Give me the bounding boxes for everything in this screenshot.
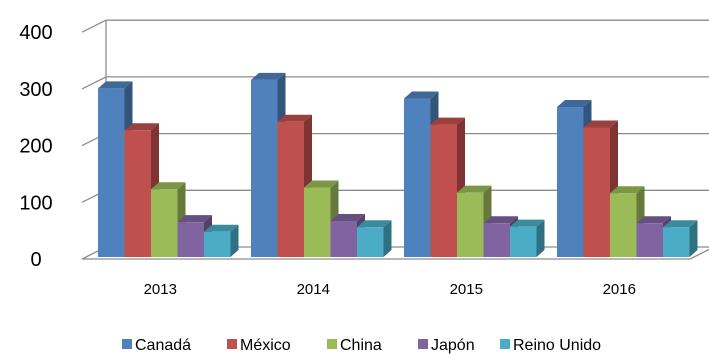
legend-label: México	[240, 337, 291, 354]
bar-front	[251, 79, 278, 257]
bar-front	[483, 223, 510, 257]
bar	[357, 220, 392, 257]
y-tick-label: 100	[19, 192, 52, 214]
bar-front	[636, 223, 663, 257]
bar-front	[430, 124, 457, 257]
bar-front	[304, 187, 331, 257]
bar-front	[277, 121, 304, 257]
y-tick-label: 200	[19, 136, 52, 158]
bar-front	[357, 227, 384, 257]
y-axis: 0 100 200 300 400	[19, 22, 52, 271]
bar-top	[151, 182, 186, 190]
bar-front	[98, 88, 125, 257]
bar-front	[583, 127, 610, 258]
bar-top	[557, 100, 592, 108]
legend-swatch	[227, 339, 237, 349]
bar-front	[330, 221, 357, 257]
bar-side	[689, 220, 698, 257]
bar-top	[304, 180, 339, 188]
legend-swatch	[327, 339, 337, 349]
bar-top	[510, 219, 545, 227]
bar-top	[404, 91, 439, 99]
floor-side-edge	[689, 248, 709, 260]
y-tick-label: 0	[30, 249, 41, 271]
bar-top	[357, 220, 392, 228]
bar-top	[430, 117, 465, 125]
bar-front	[663, 227, 690, 257]
bar-side	[383, 220, 392, 257]
x-tick-label: 2016	[603, 281, 636, 298]
bar-top	[636, 216, 671, 224]
bar-front	[177, 222, 204, 257]
bar-top	[330, 214, 365, 222]
bar-top	[204, 224, 239, 232]
legend-label: Japón	[431, 337, 475, 354]
legend-swatch	[418, 339, 428, 349]
bar-top	[98, 81, 133, 89]
bar-side	[230, 224, 239, 257]
bar	[204, 224, 239, 257]
bar-front	[124, 130, 151, 257]
legend-item: Reino Unido	[500, 337, 601, 354]
x-tick-label: 2014	[297, 281, 330, 298]
bar-front	[457, 192, 484, 257]
bar-top	[457, 185, 492, 193]
legend-item: Canadá	[122, 337, 191, 354]
y-tick-label: 400	[19, 22, 52, 44]
legend-label: China	[340, 337, 382, 354]
bar-front	[510, 226, 537, 257]
bar-top	[583, 120, 618, 128]
legend: Canadá México China Japón Reino Unido	[122, 337, 601, 354]
legend-swatch	[122, 339, 132, 349]
legend-item: México	[227, 337, 291, 354]
bar-front	[151, 189, 178, 257]
bar-side	[536, 219, 545, 257]
legend-swatch	[500, 339, 510, 349]
bar-front	[557, 107, 584, 257]
bar-front	[404, 98, 431, 257]
bar	[663, 220, 698, 257]
bar-top	[663, 220, 698, 228]
gridline	[81, 76, 709, 90]
bars	[98, 72, 698, 258]
bar	[510, 219, 545, 257]
legend-item: Japón	[418, 337, 475, 354]
y-tick-label: 300	[19, 79, 52, 101]
bar-front	[610, 193, 637, 257]
bar-top	[610, 186, 645, 194]
x-tick-label: 2015	[450, 281, 483, 298]
legend-item: China	[327, 337, 382, 354]
legend-label: Reino Unido	[513, 337, 601, 354]
bar-front	[204, 231, 231, 257]
bar-top	[277, 114, 312, 122]
x-axis: 2013 2014 2015 2016	[144, 281, 636, 298]
bar-top	[177, 215, 212, 223]
x-tick-label: 2013	[144, 281, 177, 298]
bar-top	[251, 72, 286, 80]
gridline	[81, 19, 709, 33]
bar-top	[124, 123, 159, 131]
bar-top	[483, 216, 518, 224]
legend-label: Canadá	[135, 337, 191, 354]
